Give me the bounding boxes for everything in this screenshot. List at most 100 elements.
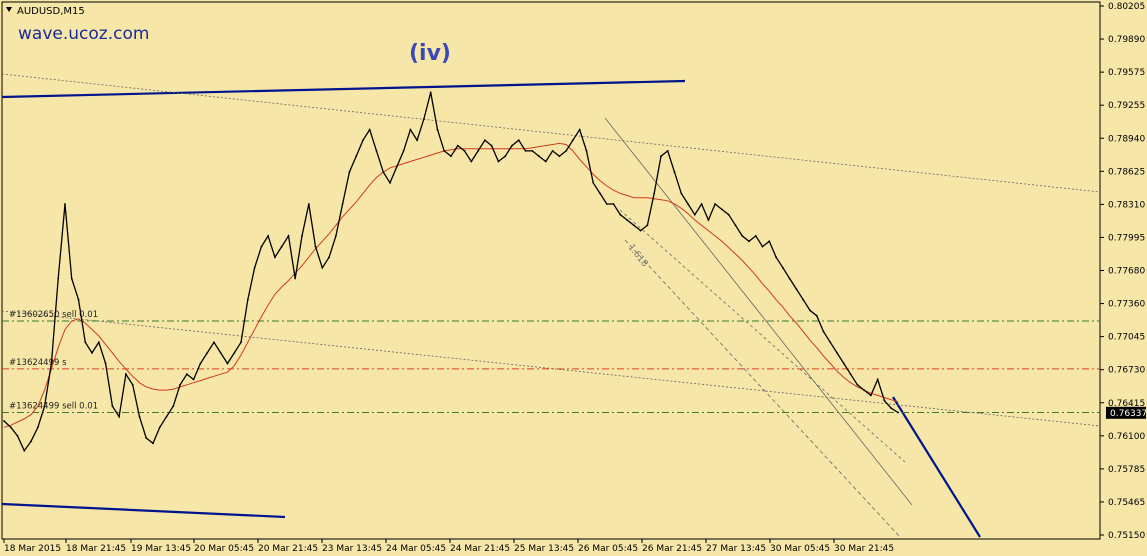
price-point [77, 298, 80, 301]
y-tick-label: 0.78625 [1108, 167, 1145, 177]
price-point [768, 240, 771, 243]
price-point [721, 208, 723, 211]
x-tick-label: 20 Mar 21:45 [258, 544, 318, 554]
price-point [782, 266, 784, 269]
order-level-label: #13624499 s [9, 358, 67, 368]
x-tick-label: 23 Mar 13:45 [322, 544, 382, 554]
price-point [626, 219, 628, 221]
price-point [199, 362, 202, 365]
price-point [70, 277, 73, 280]
price-point [335, 235, 337, 237]
x-tick-label: 30 Mar 21:45 [834, 544, 894, 554]
price-point [511, 144, 513, 147]
current-price-tag: 0.76337 [1106, 406, 1147, 419]
x-tick-label: 20 Mar 05:45 [194, 544, 254, 554]
y-tick-label: 0.77045 [1108, 333, 1145, 343]
price-point [240, 341, 242, 344]
price-point [612, 203, 615, 205]
price-point [321, 266, 324, 269]
price-point [172, 405, 175, 407]
price-point [314, 245, 317, 248]
drawing-objects [1, 73, 1101, 538]
x-tick-label: 18 Mar 21:45 [66, 544, 126, 554]
y-tick-label: 0.77360 [1108, 300, 1145, 310]
price-point [219, 352, 222, 354]
x-tick-label: 26 Mar 05:45 [578, 544, 638, 554]
price-point [355, 155, 358, 158]
price-point [341, 203, 344, 205]
price-point [842, 362, 845, 365]
price-point [660, 155, 662, 158]
watermark-text: wave.ucoz.com [18, 24, 149, 44]
price-point [16, 435, 19, 437]
price-point [639, 229, 642, 232]
y-axis-ticks: 0.80205 0.79890 0.79575 0.79255 0.78940 0.786… [1100, 2, 1145, 541]
price-point [23, 449, 26, 452]
price-point [416, 139, 418, 142]
price-point [9, 426, 12, 429]
price-point [3, 420, 5, 422]
price-point [585, 150, 588, 152]
price-point [463, 150, 466, 152]
price-point [84, 341, 87, 344]
dotted-support-line[interactable] [1, 310, 1101, 427]
price-point [599, 192, 601, 195]
price-point [849, 373, 852, 376]
price-point [741, 235, 744, 237]
price-point [165, 415, 168, 418]
price-point [436, 128, 439, 131]
price-point [362, 139, 364, 142]
upper-trendline[interactable] [1, 79, 686, 99]
price-point [186, 373, 188, 376]
price-point [57, 277, 60, 280]
price-point [226, 362, 229, 365]
price-point [795, 288, 798, 290]
price-point [653, 192, 656, 195]
lower-trendline[interactable] [1, 502, 286, 519]
y-tick-label: 0.76730 [1108, 366, 1145, 376]
price-point [890, 407, 893, 410]
x-tick-label: 24 Mar 05:45 [386, 544, 446, 554]
price-point [775, 256, 777, 259]
dropdown-triangle-icon[interactable] [6, 7, 12, 12]
price-point [714, 203, 716, 205]
order-level-label: #13624499 sell 0.01 [9, 401, 98, 411]
price-point [423, 118, 425, 120]
price-point [192, 378, 195, 381]
price-point [734, 224, 737, 227]
price-point [897, 411, 899, 414]
price-point [30, 440, 32, 443]
x-tick-label: 26 Mar 21:45 [642, 544, 702, 554]
y-tick-label: 0.75465 [1108, 498, 1145, 508]
wave-label: (iv) [409, 41, 451, 66]
y-tick-label: 0.78940 [1108, 134, 1145, 144]
price-point [876, 378, 879, 381]
price-point [802, 298, 805, 301]
price-point [700, 203, 703, 205]
y-tick-label: 0.75150 [1108, 531, 1145, 541]
price-point [233, 352, 236, 354]
price-point [246, 298, 249, 301]
price-point [253, 266, 256, 269]
y-tick-label: 0.79575 [1108, 68, 1145, 78]
channel-fib-line[interactable] [624, 239, 901, 538]
price-point [565, 150, 567, 152]
x-tick-label: 25 Mar 13:45 [514, 544, 574, 554]
price-point [470, 160, 473, 163]
price-point [301, 235, 303, 237]
y-tick-label: 0.79890 [1108, 35, 1145, 45]
price-point [91, 352, 93, 354]
price-point [538, 155, 540, 158]
price-point [761, 245, 764, 248]
price-point [822, 330, 825, 333]
projection-line[interactable] [892, 396, 981, 538]
price-point [213, 341, 215, 344]
dotted-resistance-line[interactable] [1, 73, 1101, 193]
x-axis-ticks: 18 Mar 2015 18 Mar 21:45 19 Mar 13:45 20 Ma… [3, 539, 894, 554]
price-point [287, 235, 290, 237]
price-point [118, 415, 120, 418]
price-point [158, 426, 161, 429]
price-point [375, 150, 378, 152]
